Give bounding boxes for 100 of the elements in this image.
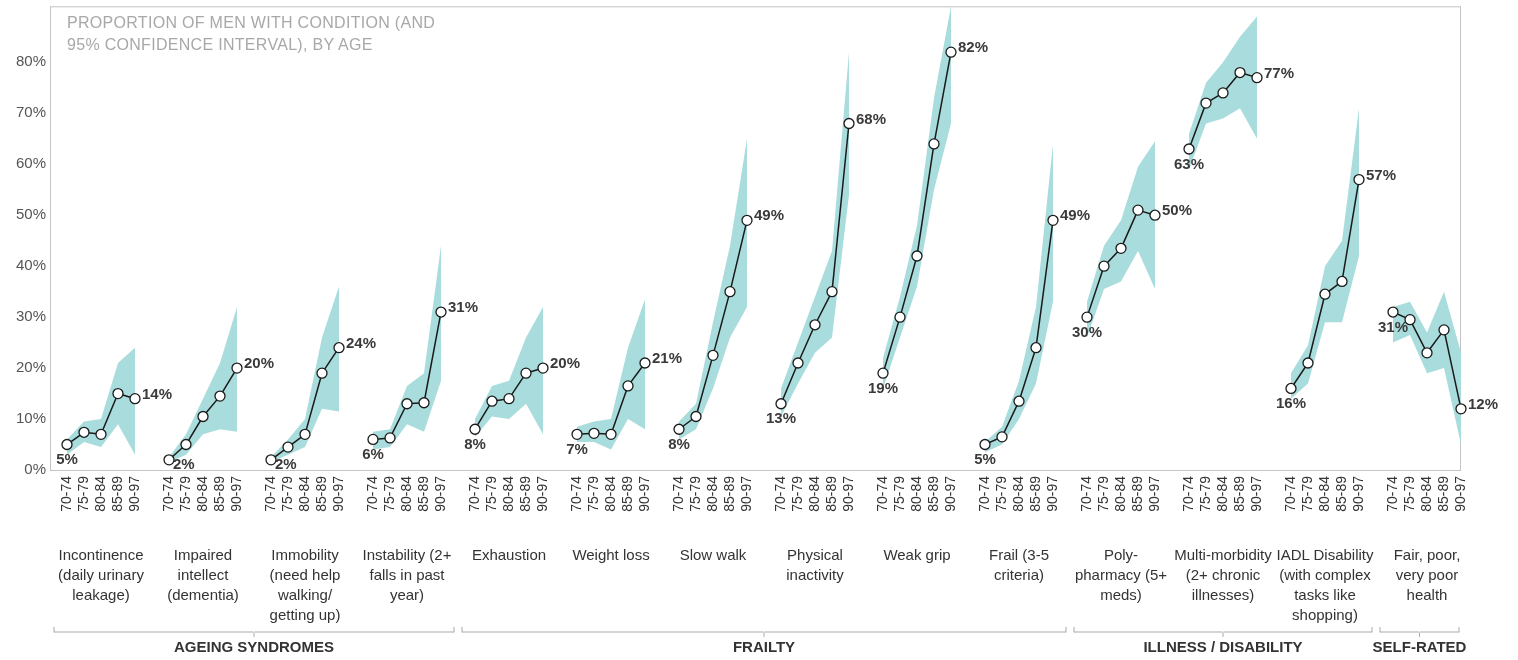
y-tick-label: 50% — [15, 205, 46, 223]
x-axis-title: IADL Disability (with complex tasks like shopping) — [1276, 546, 1374, 623]
x-tick-label: 70-74 — [159, 475, 176, 512]
point — [1438, 324, 1450, 336]
y-tick-label: 30% — [15, 307, 46, 325]
point — [503, 393, 515, 405]
x-tick-label: 90-97 — [635, 475, 652, 512]
point — [435, 306, 447, 318]
x-tick-label: 70-74 — [57, 475, 74, 512]
x-tick-label: 90-97 — [125, 475, 142, 512]
x-axis-title: Exhaustion — [471, 546, 547, 563]
point — [1030, 342, 1042, 354]
x-tick-label: 85-89 — [516, 475, 533, 512]
x-tick-label: 90-97 — [839, 475, 856, 512]
x-tick-label: 75-79 — [788, 475, 805, 512]
point — [537, 362, 549, 374]
text: ILLNESS / DISABILITY — [1142, 638, 1304, 656]
point — [894, 311, 906, 323]
x-axis-title: Fair, poor, very poor health — [1393, 546, 1461, 603]
x-tick-label: 80-84 — [1315, 475, 1332, 512]
data-label: 7% — [566, 439, 588, 457]
x-tick-label: 90-97 — [431, 475, 448, 512]
point — [418, 397, 430, 409]
x-tick-label: 90-97 — [1451, 475, 1468, 512]
data-label: 57% — [1366, 165, 1397, 183]
x-tick-label: 70-74 — [1383, 475, 1400, 512]
point — [1285, 382, 1297, 395]
data-label: 82% — [958, 38, 989, 56]
data-label: 31% — [1377, 317, 1409, 335]
point — [741, 214, 753, 226]
x-tick-label: 90-97 — [737, 475, 754, 512]
point — [1353, 173, 1365, 186]
x-tick-label: 70-74 — [771, 475, 788, 512]
point — [1132, 204, 1144, 216]
text: FRAILTY — [731, 638, 797, 656]
x-tick-label: 85-89 — [1434, 475, 1451, 512]
x-tick-label: 80-84 — [1213, 475, 1230, 512]
point — [1455, 403, 1467, 415]
point — [163, 454, 175, 466]
x-tick-label: 90-97 — [329, 475, 346, 512]
data-label: 24% — [346, 333, 377, 351]
x-axis-title: Physical inactivity — [786, 546, 845, 583]
x-tick-label: 80-84 — [601, 475, 618, 512]
point — [1421, 347, 1433, 359]
point — [1200, 97, 1212, 109]
point — [979, 438, 991, 451]
point — [129, 393, 141, 405]
x-tick-label: 80-84 — [91, 475, 108, 512]
data-label: 2% — [173, 454, 195, 472]
x-tick-label: 85-89 — [312, 475, 329, 512]
x-tick-label: 90-97 — [1349, 475, 1366, 512]
data-label: 20% — [550, 354, 581, 372]
x-tick-label: 80-84 — [805, 475, 822, 512]
text: SELF-RATED — [1371, 638, 1468, 656]
data-label: 49% — [754, 206, 785, 224]
point — [265, 454, 277, 466]
data-label: 49% — [1060, 206, 1091, 224]
point — [826, 286, 838, 298]
data-label: 12% — [1468, 394, 1499, 412]
y-tick-label: 80% — [15, 52, 46, 70]
x-tick-label: 90-97 — [227, 475, 244, 512]
data-label: 5% — [974, 450, 996, 468]
x-tick-label: 85-89 — [108, 475, 125, 512]
x-tick-label: 90-97 — [1145, 475, 1162, 512]
data-label: 6% — [362, 445, 384, 463]
data-label: 31% — [448, 298, 479, 316]
point — [622, 380, 634, 392]
x-tick-label: 80-84 — [1111, 475, 1128, 512]
point — [945, 46, 957, 58]
x-tick-label: 70-74 — [975, 475, 992, 512]
x-tick-label: 85-89 — [1230, 475, 1247, 512]
x-axis-title: Poly-pharmacy (5+ meds) — [1074, 546, 1168, 603]
point — [707, 349, 719, 361]
point — [1336, 275, 1348, 288]
x-tick-label: 70-74 — [1281, 475, 1298, 512]
x-tick-label: 80-84 — [1009, 475, 1026, 512]
point — [911, 250, 923, 262]
x-tick-label: 75-79 — [890, 475, 907, 512]
x-tick-label: 70-74 — [1077, 475, 1094, 512]
x-axis-title: Immobility (need help walking/ getting up) — [269, 546, 341, 623]
point — [1183, 143, 1195, 155]
x-tick-label: 85-89 — [1128, 475, 1145, 512]
x-tick-label: 75-79 — [1196, 475, 1213, 512]
x-tick-label: 75-79 — [584, 475, 601, 512]
x-tick-label: 75-79 — [686, 475, 703, 512]
x-tick-label: 80-84 — [1417, 475, 1434, 512]
point — [1302, 357, 1314, 369]
x-tick-label: 75-79 — [992, 475, 1009, 512]
x-tick-label: 80-84 — [193, 475, 210, 512]
point — [1081, 311, 1093, 323]
point — [333, 342, 345, 354]
y-tick-label: 70% — [15, 103, 46, 121]
x-tick-label: 75-79 — [176, 475, 193, 512]
point — [1387, 306, 1399, 318]
point — [996, 431, 1008, 443]
point — [78, 426, 90, 438]
y-tick-label: 0% — [24, 460, 46, 478]
point — [282, 441, 294, 453]
x-tick-label: 80-84 — [703, 475, 720, 512]
point — [180, 438, 192, 451]
